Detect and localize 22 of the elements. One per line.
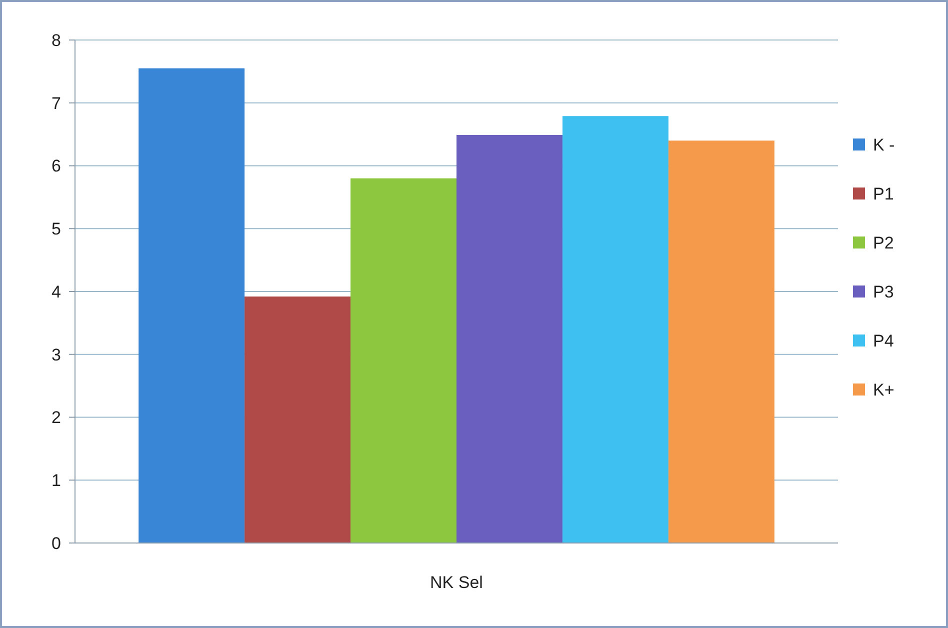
legend-label: P2 [873, 233, 894, 252]
y-tick-label: 1 [52, 471, 61, 490]
y-tick-label: 3 [52, 345, 61, 364]
bar [562, 116, 668, 543]
y-tick-label: 4 [52, 282, 61, 302]
legend-label: K+ [873, 380, 894, 400]
legend-label: P4 [873, 331, 894, 350]
x-tick-label: NK Sel [430, 573, 483, 592]
bar [350, 178, 456, 543]
y-tick-label: 8 [52, 30, 61, 50]
y-tick-label: 5 [52, 220, 61, 239]
y-tick-label: 7 [52, 94, 61, 113]
bar [456, 134, 562, 543]
bar [668, 140, 774, 543]
y-tick-label: 0 [52, 534, 61, 553]
bar [138, 68, 245, 543]
legend-label: P1 [873, 184, 894, 204]
y-tick-label: 2 [52, 408, 61, 428]
legend-label: P3 [873, 282, 894, 302]
legend-label: K - [873, 135, 895, 154]
y-tick-label: 6 [52, 156, 61, 176]
bar [244, 296, 351, 543]
